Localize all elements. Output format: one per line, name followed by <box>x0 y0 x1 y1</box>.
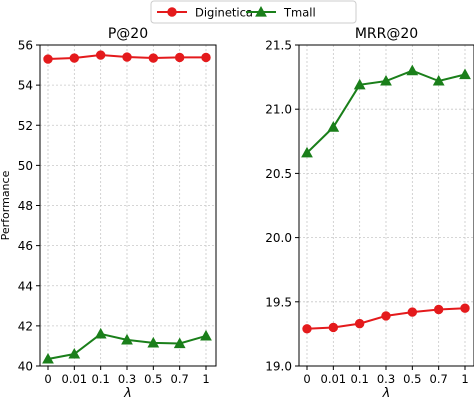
y-tick-label: 52 <box>18 119 33 133</box>
data-point-diginetica <box>122 52 132 62</box>
legend-label-diginetica: Diginetica <box>195 6 253 20</box>
legend: Diginetica Tmall <box>150 0 357 24</box>
chart-title: P@20 <box>108 26 148 42</box>
data-point-tmall <box>94 327 107 339</box>
y-tick-label: 44 <box>18 279 33 293</box>
data-point-tmall <box>327 121 340 132</box>
data-point-tmall <box>406 64 419 76</box>
x-tick-label: 1 <box>202 372 209 386</box>
legend-label-tmall: Tmall <box>283 6 316 20</box>
data-point-tmall <box>42 352 54 364</box>
data-point-diginetica <box>328 322 339 333</box>
data-point-diginetica <box>407 307 418 317</box>
x-tick-label: 0.7 <box>171 372 189 386</box>
legend-marker-tmall <box>255 5 267 17</box>
chart-mrr-at-20: 19.0 19.5 20.0 20.5 21.0 21.5 0 0.01 0.1 0.3 0.5 0.… <box>265 26 474 401</box>
data-point-tmall <box>380 74 392 86</box>
y-tick-label: 42 <box>18 319 33 333</box>
y-tick-label: 54 <box>18 79 33 93</box>
y-axis-label: Performance <box>0 170 12 240</box>
x-axis-label: λ <box>382 386 391 401</box>
data-point-diginetica <box>460 303 470 313</box>
y-tick-label: 21.5 <box>265 39 292 53</box>
chart-p-at-20: 40 42 44 46 48 50 52 54 56 0 0.01 0.1 0.3 0.5 0.7 1 P@20… <box>0 26 217 401</box>
data-point-diginetica <box>354 318 365 329</box>
data-point-diginetica <box>69 53 80 63</box>
y-tick-label: 19.5 <box>265 295 292 309</box>
y-tick-label: 48 <box>18 199 33 213</box>
data-point-tmall <box>121 333 133 345</box>
data-point-diginetica <box>43 54 53 64</box>
legend-marker-diginetica <box>167 7 177 17</box>
data-point-tmall <box>459 68 471 80</box>
data-point-diginetica <box>201 52 211 63</box>
y-tick-label: 19.0 <box>265 360 292 374</box>
x-tick-label: 0.01 <box>321 372 347 386</box>
x-tick-label: 1 <box>461 372 468 386</box>
y-tick-label: 56 <box>18 39 33 53</box>
data-point-tmall <box>147 336 160 348</box>
data-point-diginetica <box>148 53 159 63</box>
x-tick-label: 0 <box>44 372 51 386</box>
x-tick-label: 0.7 <box>430 372 448 386</box>
data-point-tmall <box>68 347 81 359</box>
x-tick-label: 0.5 <box>144 372 162 386</box>
data-point-tmall <box>301 146 313 158</box>
y-tick-label: 21.0 <box>265 103 292 117</box>
x-tick-label: 0.5 <box>403 372 421 386</box>
data-point-tmall <box>200 329 212 341</box>
chart-title: MRR@20 <box>355 26 418 42</box>
data-point-diginetica <box>381 311 391 321</box>
data-point-diginetica <box>174 52 185 63</box>
data-point-diginetica <box>302 324 312 334</box>
data-point-tmall <box>353 78 366 90</box>
data-point-diginetica <box>433 304 444 315</box>
y-tick-label: 40 <box>18 360 33 374</box>
data-point-tmall <box>432 74 445 86</box>
x-tick-label: 0 <box>303 372 310 386</box>
y-tick-label: 50 <box>18 159 33 173</box>
x-axis-label: λ <box>123 386 132 401</box>
y-tick-label: 46 <box>18 239 33 253</box>
x-tick-label: 0.01 <box>62 372 88 386</box>
x-tick-label: 0.1 <box>92 372 110 386</box>
x-tick-label: 0.3 <box>377 372 395 386</box>
y-tick-label: 20.5 <box>265 167 292 181</box>
data-point-diginetica <box>95 50 106 60</box>
data-point-tmall <box>173 337 186 349</box>
y-tick-label: 20.0 <box>265 231 292 245</box>
x-tick-label: 0.3 <box>118 372 136 386</box>
x-tick-label: 0.1 <box>351 372 369 386</box>
